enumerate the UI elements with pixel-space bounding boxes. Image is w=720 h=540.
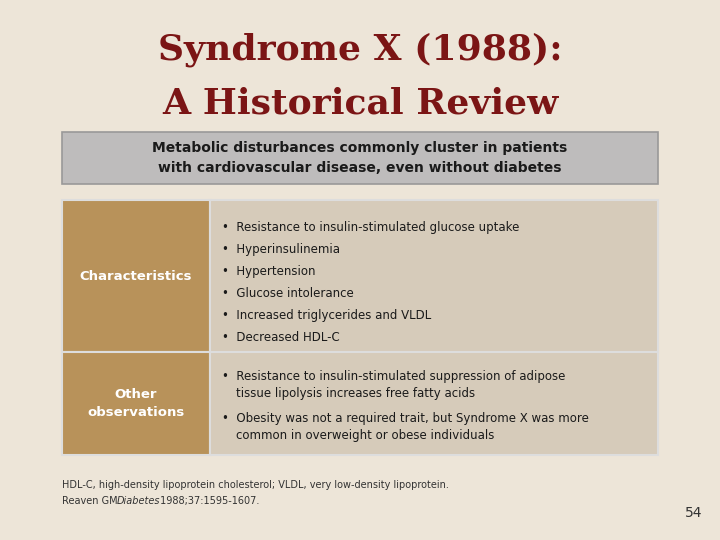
Text: Reaven GM.: Reaven GM. <box>62 496 124 506</box>
Text: HDL-C, high-density lipoprotein cholesterol; VLDL, very low-density lipoprotein.: HDL-C, high-density lipoprotein choleste… <box>62 480 449 490</box>
FancyBboxPatch shape <box>62 200 210 352</box>
Text: Diabetes: Diabetes <box>117 496 161 506</box>
FancyBboxPatch shape <box>210 200 658 352</box>
Text: •  Resistance to insulin-stimulated suppression of adipose: • Resistance to insulin-stimulated suppr… <box>222 370 565 383</box>
Text: •  Hyperinsulinemia: • Hyperinsulinemia <box>222 242 340 255</box>
Text: •  Resistance to insulin-stimulated glucose uptake: • Resistance to insulin-stimulated gluco… <box>222 221 519 234</box>
Text: tissue lipolysis increases free fatty acids: tissue lipolysis increases free fatty ac… <box>236 387 475 400</box>
Text: A Historical Review: A Historical Review <box>162 86 558 120</box>
Text: •  Glucose intolerance: • Glucose intolerance <box>222 287 354 300</box>
FancyBboxPatch shape <box>62 132 658 184</box>
FancyBboxPatch shape <box>210 352 658 455</box>
Text: common in overweight or obese individuals: common in overweight or obese individual… <box>236 429 495 442</box>
Text: Characteristics: Characteristics <box>80 269 192 282</box>
Text: Syndrome X (1988):: Syndrome X (1988): <box>158 33 562 68</box>
Text: Metabolic disturbances commonly cluster in patients
with cardiovascular disease,: Metabolic disturbances commonly cluster … <box>153 141 567 175</box>
Text: •  Increased triglycerides and VLDL: • Increased triglycerides and VLDL <box>222 308 431 322</box>
Text: •  Decreased HDL-C: • Decreased HDL-C <box>222 330 340 343</box>
Text: •  Hypertension: • Hypertension <box>222 265 315 278</box>
Text: Other
observations: Other observations <box>87 388 184 419</box>
Text: 54: 54 <box>685 506 702 520</box>
Text: •  Obesity was not a required trait, but Syndrome X was more: • Obesity was not a required trait, but … <box>222 412 589 425</box>
Text: . 1988;37:1595-1607.: . 1988;37:1595-1607. <box>154 496 259 506</box>
FancyBboxPatch shape <box>62 352 210 455</box>
